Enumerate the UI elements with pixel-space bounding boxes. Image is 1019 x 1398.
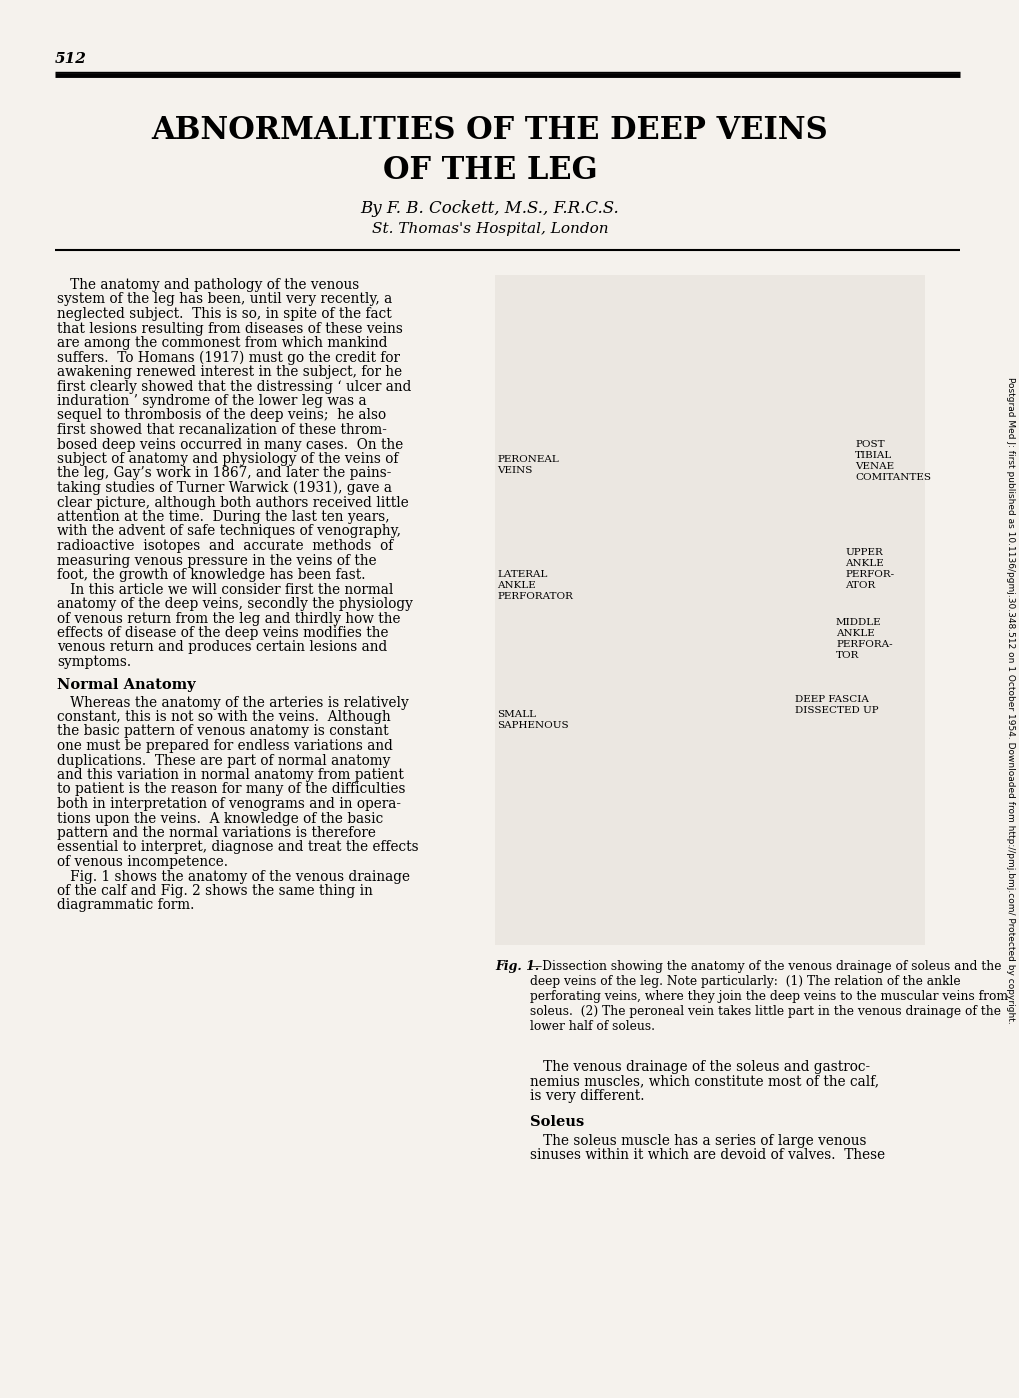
Text: awakening renewed interest in the subject, for he: awakening renewed interest in the subjec…	[57, 365, 401, 379]
Text: measuring venous pressure in the veins of the: measuring venous pressure in the veins o…	[57, 554, 376, 568]
Text: system of the leg has been, until very recently, a: system of the leg has been, until very r…	[57, 292, 392, 306]
Text: of venous incompetence.: of venous incompetence.	[57, 856, 228, 870]
Bar	[494, 275, 924, 945]
Text: clear picture, although both authors received little: clear picture, although both authors rec…	[57, 495, 409, 509]
Text: the basic pattern of venous anatomy is constant: the basic pattern of venous anatomy is c…	[57, 724, 388, 738]
Text: neglected subject.  This is so, in spite of the fact: neglected subject. This is so, in spite …	[57, 308, 391, 322]
Text: Fig. 1 shows the anatomy of the venous drainage: Fig. 1 shows the anatomy of the venous d…	[57, 870, 410, 884]
Text: the leg, Gay’s work in 1867, and later the pains-: the leg, Gay’s work in 1867, and later t…	[57, 467, 391, 481]
Text: The anatomy and pathology of the venous: The anatomy and pathology of the venous	[57, 278, 359, 292]
Text: that lesions resulting from diseases of these veins: that lesions resulting from diseases of …	[57, 322, 403, 336]
Text: first clearly showed that the distressing ‘ ulcer and: first clearly showed that the distressin…	[57, 379, 411, 393]
Text: LATERAL
ANKLE
PERFORATOR: LATERAL ANKLE PERFORATOR	[496, 570, 573, 601]
Text: duplications.  These are part of normal anatomy: duplications. These are part of normal a…	[57, 754, 390, 768]
Text: with the advent of safe techniques of venography,: with the advent of safe techniques of ve…	[57, 524, 400, 538]
Text: sequel to thrombosis of the deep veins;  he also: sequel to thrombosis of the deep veins; …	[57, 408, 386, 422]
Text: —Dissection showing the anatomy of the venous drainage of soleus and the deep ve: —Dissection showing the anatomy of the v…	[530, 960, 1007, 1033]
Text: bosed deep veins occurred in many cases.  On the: bosed deep veins occurred in many cases.…	[57, 438, 403, 452]
Text: and this variation in normal anatomy from patient: and this variation in normal anatomy fro…	[57, 768, 404, 781]
Text: By F. B. Cockett, M.S., F.R.C.S.: By F. B. Cockett, M.S., F.R.C.S.	[361, 200, 619, 217]
Text: constant, this is not so with the veins.  Although: constant, this is not so with the veins.…	[57, 710, 390, 724]
Text: DEEP FASCIA
DISSECTED UP: DEEP FASCIA DISSECTED UP	[794, 695, 877, 716]
Text: ABNORMALITIES OF THE DEEP VEINS: ABNORMALITIES OF THE DEEP VEINS	[152, 115, 827, 145]
Text: taking studies of Turner Warwick (1931), gave a: taking studies of Turner Warwick (1931),…	[57, 481, 391, 495]
Text: Soleus: Soleus	[530, 1116, 584, 1130]
Text: OF THE LEG: OF THE LEG	[382, 155, 597, 186]
Text: Whereas the anatomy of the arteries is relatively: Whereas the anatomy of the arteries is r…	[57, 695, 409, 710]
Text: venous return and produces certain lesions and: venous return and produces certain lesio…	[57, 640, 387, 654]
Text: pattern and the normal variations is therefore: pattern and the normal variations is the…	[57, 826, 376, 840]
Text: first showed that recanalization of these throm-: first showed that recanalization of thes…	[57, 424, 386, 438]
Text: are among the commonest from which mankind: are among the commonest from which manki…	[57, 336, 387, 350]
Text: radioactive  isotopes  and  accurate  methods  of: radioactive isotopes and accurate method…	[57, 540, 393, 554]
Text: anatomy of the deep veins, secondly the physiology: anatomy of the deep veins, secondly the …	[57, 597, 413, 611]
Text: foot, the growth of knowledge has been fast.: foot, the growth of knowledge has been f…	[57, 568, 365, 582]
Text: The soleus muscle has a series of large venous: The soleus muscle has a series of large …	[530, 1134, 866, 1148]
Text: attention at the time.  During the last ten years,: attention at the time. During the last t…	[57, 510, 389, 524]
Text: Postgrad Med J: first published as 10.1136/pgmj.30.348.512 on 1 October 1954. Do: Postgrad Med J: first published as 10.11…	[1005, 376, 1014, 1023]
Text: nemius muscles, which constitute most of the calf,: nemius muscles, which constitute most of…	[530, 1075, 878, 1089]
Text: The venous drainage of the soleus and gastroc-: The venous drainage of the soleus and ga…	[530, 1060, 869, 1074]
Text: symptoms.: symptoms.	[57, 656, 131, 670]
Text: subject of anatomy and physiology of the veins of: subject of anatomy and physiology of the…	[57, 452, 398, 466]
Text: one must be prepared for endless variations and: one must be prepared for endless variati…	[57, 740, 392, 754]
Text: UPPER
ANKLE
PERFOR-
ATOR: UPPER ANKLE PERFOR- ATOR	[844, 548, 894, 590]
Text: Normal Anatomy: Normal Anatomy	[57, 678, 196, 692]
Text: of venous return from the leg and thirdly how the: of venous return from the leg and thirdl…	[57, 611, 400, 625]
Text: essential to interpret, diagnose and treat the effects: essential to interpret, diagnose and tre…	[57, 840, 418, 854]
Text: to patient is the reason for many of the difficulties: to patient is the reason for many of the…	[57, 783, 406, 797]
Text: PERONEAL
VEINS: PERONEAL VEINS	[496, 454, 558, 475]
Text: of the calf and Fig. 2 shows the same thing in: of the calf and Fig. 2 shows the same th…	[57, 884, 373, 898]
Text: Fig. 1.: Fig. 1.	[494, 960, 539, 973]
Text: St. Thomas's Hospital, London: St. Thomas's Hospital, London	[371, 222, 607, 236]
Text: POST
TIBIAL
VENAE
COMITANTES: POST TIBIAL VENAE COMITANTES	[854, 440, 930, 482]
Text: both in interpretation of venograms and in opera-: both in interpretation of venograms and …	[57, 797, 400, 811]
Text: diagrammatic form.: diagrammatic form.	[57, 899, 195, 913]
Text: tions upon the veins.  A knowledge of the basic: tions upon the veins. A knowledge of the…	[57, 811, 383, 825]
Text: sinuses within it which are devoid of valves.  These: sinuses within it which are devoid of va…	[530, 1148, 884, 1162]
Text: is very different.: is very different.	[530, 1089, 644, 1103]
Text: In this article we will consider first the normal: In this article we will consider first t…	[57, 583, 393, 597]
Text: effects of disease of the deep veins modifies the: effects of disease of the deep veins mod…	[57, 626, 388, 640]
Text: induration ’ syndrome of the lower leg was a: induration ’ syndrome of the lower leg w…	[57, 394, 366, 408]
Text: 512: 512	[55, 52, 87, 66]
Text: MIDDLE
ANKLE
PERFORA-
TOR: MIDDLE ANKLE PERFORA- TOR	[836, 618, 892, 660]
Text: SMALL
SAPHENOUS: SMALL SAPHENOUS	[496, 710, 568, 730]
Text: suffers.  To Homans (1917) must go the credit for: suffers. To Homans (1917) must go the cr…	[57, 351, 399, 365]
